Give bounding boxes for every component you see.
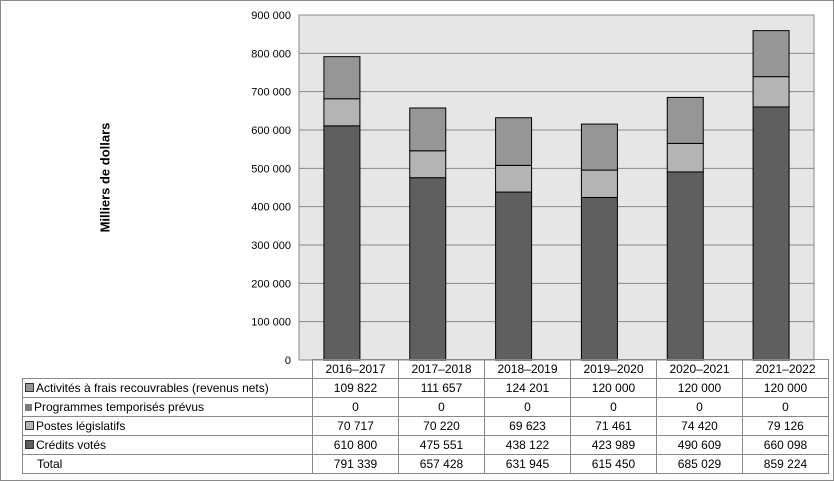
- category-label: 2020–2021: [656, 359, 743, 379]
- legend-label: Programmes temporisés prévus: [34, 400, 205, 414]
- data-label: 610 800: [312, 435, 399, 455]
- y-tick-label: 500 000: [251, 163, 291, 175]
- category-label: 2021–2022: [742, 359, 829, 379]
- bar-segment: [409, 150, 447, 179]
- legend-swatch-icon: [25, 383, 34, 392]
- bar-segment: [323, 125, 361, 361]
- data-label: 490 609: [656, 435, 743, 455]
- legend-label-cell: Postes législatifs: [22, 416, 313, 436]
- data-label: 70 717: [312, 416, 399, 436]
- data-label: 79 126: [742, 416, 829, 436]
- legend-swatch-icon: [25, 440, 34, 449]
- y-axis-label: Milliers de dollars: [97, 122, 113, 233]
- bar-segment: [752, 30, 790, 78]
- bar-segment: [580, 123, 618, 171]
- total-value: 685 029: [656, 454, 743, 474]
- bar-segment: [409, 107, 447, 152]
- bar-segment: [495, 117, 533, 166]
- data-label: 74 420: [656, 416, 743, 436]
- table-row: Activités à frais recouvrables (revenus …: [22, 378, 829, 398]
- data-label: 69 623: [484, 416, 571, 436]
- data-label: 660 098: [742, 435, 829, 455]
- data-label: 0: [398, 397, 485, 417]
- table-row: Programmes temporisés prévus 0 0 0 0 0 0: [22, 397, 829, 417]
- category-label: 2019–2020: [570, 359, 657, 379]
- data-label: 475 551: [398, 435, 485, 455]
- bar-segment: [666, 142, 704, 173]
- category-label: 2016–2017: [312, 359, 399, 379]
- data-label: 70 220: [398, 416, 485, 436]
- data-label: 0: [742, 397, 829, 417]
- y-tick-label: 900 000: [251, 10, 291, 22]
- y-tick-label: 100 000: [251, 317, 291, 329]
- y-tick-label: 300 000: [251, 240, 291, 252]
- data-label: 120 000: [570, 378, 657, 398]
- total-value: 791 339: [312, 454, 399, 474]
- data-label: 120 000: [656, 378, 743, 398]
- legend-label-cell: Activités à frais recouvrables (revenus …: [22, 378, 313, 398]
- category-label: 2018–2019: [484, 359, 571, 379]
- data-label: 0: [312, 397, 399, 417]
- data-label: 0: [656, 397, 743, 417]
- table-row-total: Total 791 339 657 428 631 945 615 450 685 029…: [22, 454, 829, 474]
- y-tick-label: 800 000: [251, 48, 291, 60]
- legend-label-cell: Programmes temporisés prévus: [22, 397, 313, 417]
- total-value: 631 945: [484, 454, 571, 474]
- bar-segment: [323, 56, 361, 100]
- y-tick-label: 400 000: [251, 202, 291, 214]
- bar-segment: [580, 196, 618, 361]
- bar-segment: [666, 171, 704, 361]
- header-blank-cell: [22, 359, 313, 379]
- data-label: 438 122: [484, 435, 571, 455]
- y-tick-label: 600 000: [251, 125, 291, 137]
- total-value: 859 224: [742, 454, 829, 474]
- bar-segment: [495, 164, 533, 193]
- bar-segment: [495, 191, 533, 361]
- total-value: 615 450: [570, 454, 657, 474]
- bar-segment: [580, 169, 618, 198]
- legend-swatch-icon: [25, 421, 34, 430]
- legend-swatch-icon: [25, 404, 32, 411]
- legend-label-cell: Crédits votés: [22, 435, 313, 455]
- data-label: 71 461: [570, 416, 657, 436]
- legend-label: Crédits votés: [36, 438, 107, 452]
- bar-segment: [323, 98, 361, 127]
- data-label: 0: [570, 397, 657, 417]
- data-label: 124 201: [484, 378, 571, 398]
- y-tick-label: 700 000: [251, 87, 291, 99]
- table-header-row: 2016–2017 2017–2018 2018–2019 2019–2020 2020…: [22, 359, 829, 379]
- bar-segment: [752, 76, 790, 108]
- total-label: Total: [22, 454, 313, 474]
- total-value: 657 428: [398, 454, 485, 474]
- data-label: 0: [484, 397, 571, 417]
- bar-segment: [752, 106, 790, 361]
- plot-area: [298, 14, 815, 361]
- category-label: 2017–2018: [398, 359, 485, 379]
- y-tick-label: 200 000: [251, 278, 291, 290]
- data-label: 109 822: [312, 378, 399, 398]
- bar-segment: [666, 96, 704, 144]
- data-label: 120 000: [742, 378, 829, 398]
- data-table: 2016–2017 2017–2018 2018–2019 2019–2020 2020…: [22, 359, 829, 474]
- bar-segment: [409, 177, 447, 361]
- legend-label: Activités à frais recouvrables (revenus …: [36, 381, 269, 395]
- table-row: Crédits votés 610 800 475 551 438 122 423 98…: [22, 435, 829, 455]
- data-label: 423 989: [570, 435, 657, 455]
- data-label: 111 657: [398, 378, 485, 398]
- legend-label: Postes législatifs: [36, 419, 126, 433]
- table-row: Postes législatifs 70 717 70 220 69 623 71 4…: [22, 416, 829, 436]
